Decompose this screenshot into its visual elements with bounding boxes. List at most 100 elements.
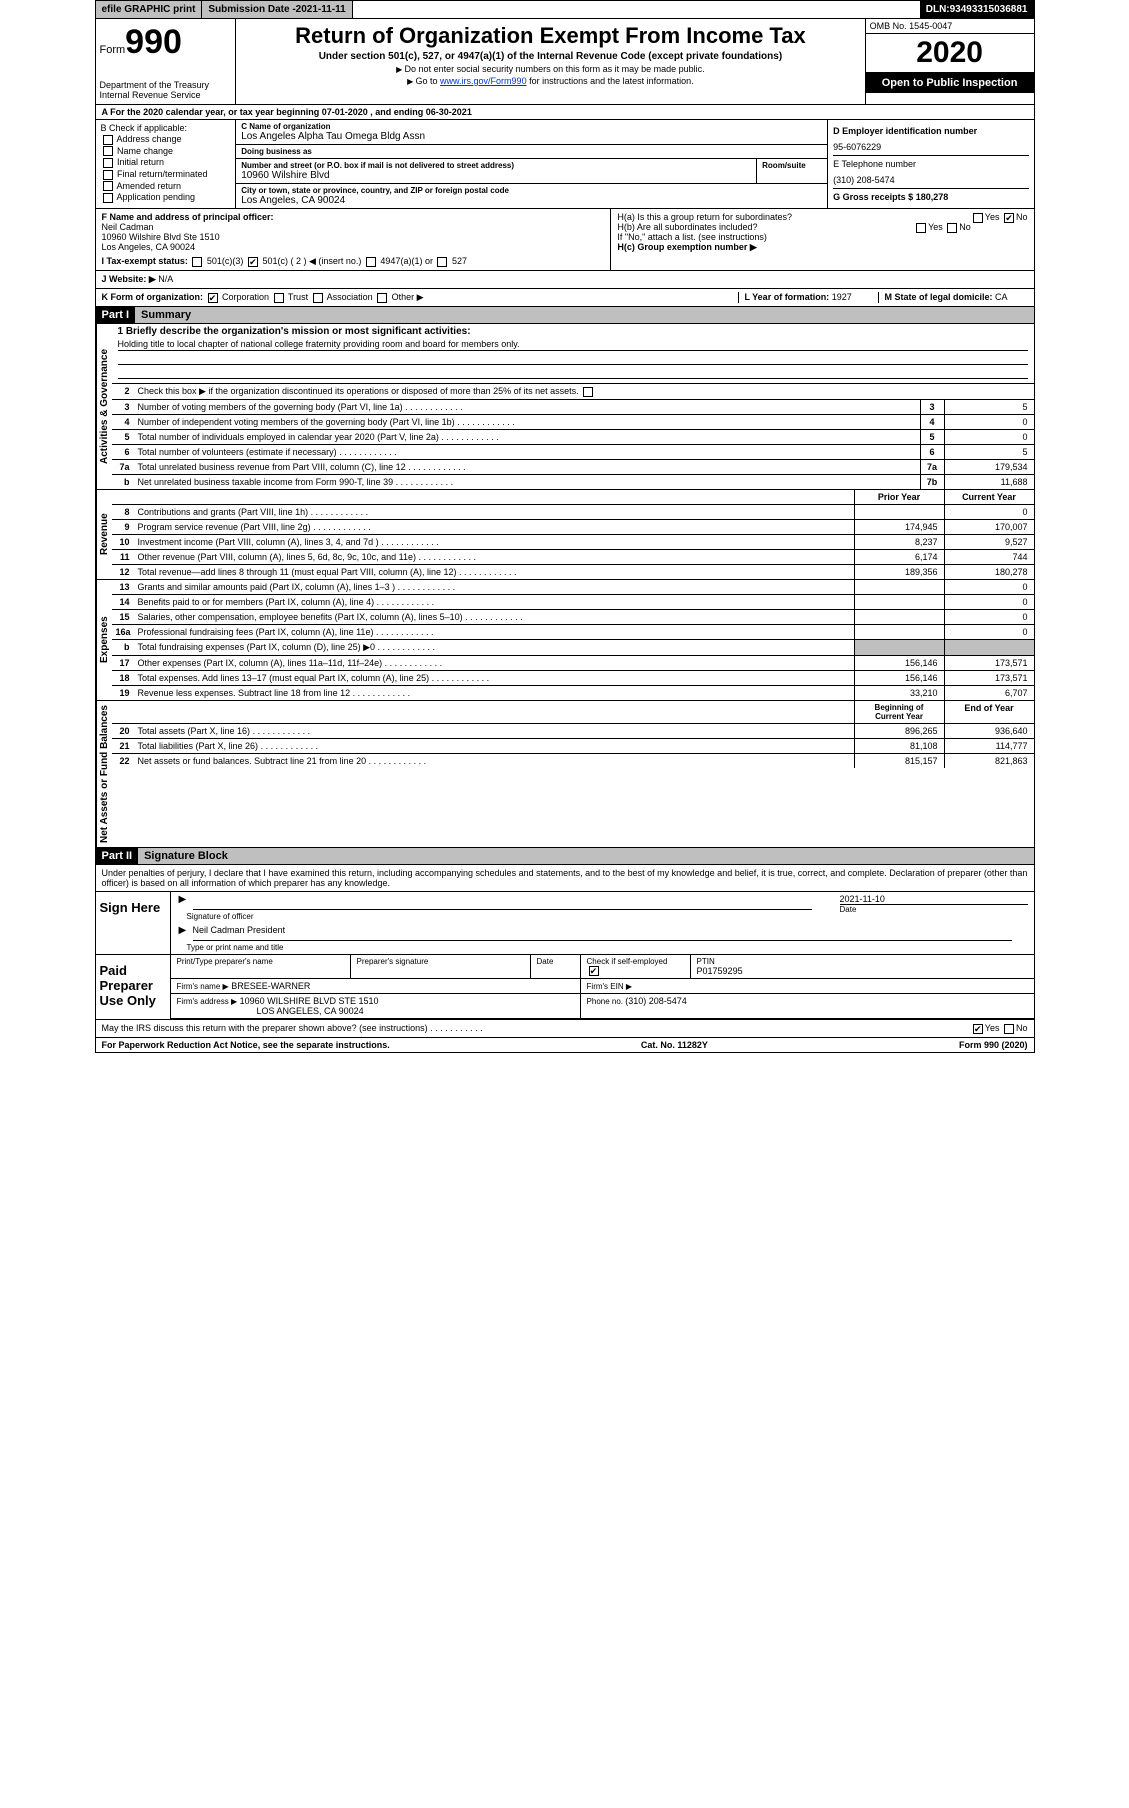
row-k-checkbox[interactable] (208, 293, 218, 303)
discuss-no-checkbox[interactable] (1004, 1024, 1014, 1034)
summary-line: 14Benefits paid to or for members (Part … (112, 595, 1034, 610)
tax-year: 2020 (866, 34, 1034, 73)
current-year-hdr: Current Year (944, 490, 1034, 504)
footer-mid: Cat. No. 11282Y (641, 1040, 708, 1050)
box-h: H(a) Is this a group return for subordin… (611, 209, 1033, 270)
box-b-checkbox[interactable] (103, 181, 113, 191)
line2-checkbox[interactable] (583, 387, 593, 397)
signature-block: Under penalties of perjury, I declare th… (95, 865, 1035, 1020)
prep-phone-value: (310) 208-5474 (625, 996, 687, 1006)
part2-bar: Part II Signature Block (95, 848, 1035, 865)
form-number: 990 (125, 23, 182, 61)
row-k: K Form of organization: Corporation Trus… (102, 292, 738, 303)
summary-line: 10Investment income (Part VIII, column (… (112, 535, 1034, 550)
summary-line: 13Grants and similar amounts paid (Part … (112, 580, 1034, 595)
mission-blank1 (118, 353, 1028, 365)
box-b-checkbox[interactable] (103, 170, 113, 180)
efile-print-button[interactable]: efile GRAPHIC print (96, 1, 203, 18)
officer-signature-line[interactable] (193, 896, 812, 910)
dln-segment: DLN: 93493315036881 (920, 1, 1034, 18)
self-employed-checkbox[interactable] (589, 966, 599, 976)
box-b-checkbox[interactable] (103, 158, 113, 168)
h-b-label: H(b) Are all subordinates included? (617, 222, 757, 232)
city-value: Los Angeles, CA 90024 (241, 195, 822, 206)
summary-line: 7aTotal unrelated business revenue from … (112, 460, 1034, 475)
phone-value: (310) 208-5474 (833, 175, 1028, 185)
org-name: Los Angeles Alpha Tau Omega Bldg Assn (241, 131, 822, 142)
row-i: I Tax-exempt status: 501(c)(3) 501(c) ( … (102, 256, 605, 267)
summary-line: 4Number of independent voting members of… (112, 415, 1034, 430)
sign-here-right: Signature of officer 2021-11-10 Date Nei… (171, 892, 1034, 954)
self-employed-cell: Check if self-employed (581, 955, 691, 978)
discuss-yes-checkbox[interactable] (973, 1024, 983, 1034)
ha-yes-checkbox[interactable] (973, 213, 983, 223)
summary-line: 17Other expenses (Part IX, column (A), l… (112, 656, 1034, 671)
box-b-item: Amended return (101, 181, 231, 192)
mission-label: 1 Briefly describe the organization's mi… (118, 326, 1028, 337)
begin-year-hdr: Beginning of Current Year (854, 701, 944, 723)
revenue-block: Revenue Prior Year Current Year 8Contrib… (95, 490, 1035, 580)
officer-sig-label: Signature of officer (187, 912, 818, 921)
row-k-checkbox[interactable] (377, 293, 387, 303)
501c-checkbox[interactable] (248, 257, 258, 267)
line-2: 2 Check this box ▶ if the organization d… (112, 384, 1034, 400)
4947-label: 4947(a)(1) or (380, 256, 433, 266)
page-footer: For Paperwork Reduction Act Notice, see … (95, 1038, 1035, 1053)
officer-addr2: Los Angeles, CA 90024 (102, 242, 605, 252)
submission-date-button[interactable]: Submission Date - 2021-11-11 (202, 1, 352, 18)
row-k-checkbox[interactable] (274, 293, 284, 303)
501c3-checkbox[interactable] (192, 257, 202, 267)
section-bcd: B Check if applicable: Address change Na… (95, 120, 1035, 209)
form-header: Form990 Department of the Treasury Inter… (95, 19, 1035, 105)
4947-checkbox[interactable] (366, 257, 376, 267)
firm-addr2: LOS ANGELES, CA 90024 (177, 1006, 574, 1016)
dln-label: DLN: (926, 4, 950, 15)
instructions-link-row: Go to www.irs.gov/Form990 for instructio… (244, 76, 856, 86)
firm-addr1: 10960 WILSHIRE BLVD STE 1510 (240, 996, 379, 1006)
mission-blank2 (118, 367, 1028, 379)
527-checkbox[interactable] (437, 257, 447, 267)
discuss-row: May the IRS discuss this return with the… (95, 1020, 1035, 1038)
h-b-row: H(b) Are all subordinates included? Yes … (617, 222, 1027, 232)
box-b-checkbox[interactable] (103, 135, 113, 145)
governance-vlabel: Activities & Governance (96, 324, 112, 489)
row-k-checkbox[interactable] (313, 293, 323, 303)
mission-block: 1 Briefly describe the organization's mi… (112, 324, 1034, 384)
box-b-item: Address change (101, 134, 231, 145)
discuss-no-label: No (1016, 1023, 1028, 1033)
irs-link[interactable]: www.irs.gov/Form990 (440, 76, 527, 86)
ptin-value: P01759295 (697, 966, 1028, 976)
header-left: Form990 Department of the Treasury Inter… (96, 19, 237, 104)
prep-sig-label: Preparer's signature (357, 957, 524, 966)
h-b-note: If "No," attach a list. (see instruction… (617, 232, 1027, 242)
yes-label2: Yes (928, 222, 943, 232)
hb-no-checkbox[interactable] (947, 223, 957, 233)
row-i-label: I Tax-exempt status: (102, 256, 188, 266)
part1-bar: Part I Summary (95, 307, 1035, 324)
hb-yes-checkbox[interactable] (916, 223, 926, 233)
row-l: L Year of formation: 1927 (738, 292, 878, 303)
irs-label: Internal Revenue Service (100, 90, 232, 100)
part1-header: Part I (96, 307, 136, 323)
row-k-label: K Form of organization: (102, 292, 204, 302)
governance-block: Activities & Governance 1 Briefly descri… (95, 324, 1035, 490)
ein-label: D Employer identification number (833, 126, 1028, 136)
summary-line: 11Other revenue (Part VIII, column (A), … (112, 550, 1034, 565)
501c3-label: 501(c)(3) (207, 256, 244, 266)
penalty-text: Under penalties of perjury, I declare th… (96, 865, 1034, 892)
ha-no-checkbox[interactable] (1004, 213, 1014, 223)
box-b-checkbox[interactable] (103, 146, 113, 156)
netassets-block: Net Assets or Fund Balances Beginning of… (95, 701, 1035, 848)
box-b-checkbox[interactable] (103, 193, 113, 203)
discuss-yes-label: Yes (985, 1023, 1000, 1033)
firm-ein-label: Firm's EIN ▶ (587, 982, 632, 991)
street-label: Number and street (or P.O. box if mail i… (241, 161, 751, 170)
footer-right: Form 990 (2020) (959, 1040, 1028, 1050)
expenses-vlabel: Expenses (96, 580, 112, 700)
discuss-yesno: Yes No (971, 1023, 1028, 1034)
sig-date-value: 2021-11-10 (840, 894, 1028, 905)
summary-line: 5Total number of individuals employed in… (112, 430, 1034, 445)
prior-year-hdr: Prior Year (854, 490, 944, 504)
paid-preparer-label: Paid Preparer Use Only (96, 955, 171, 1019)
yes-label: Yes (985, 212, 1000, 222)
